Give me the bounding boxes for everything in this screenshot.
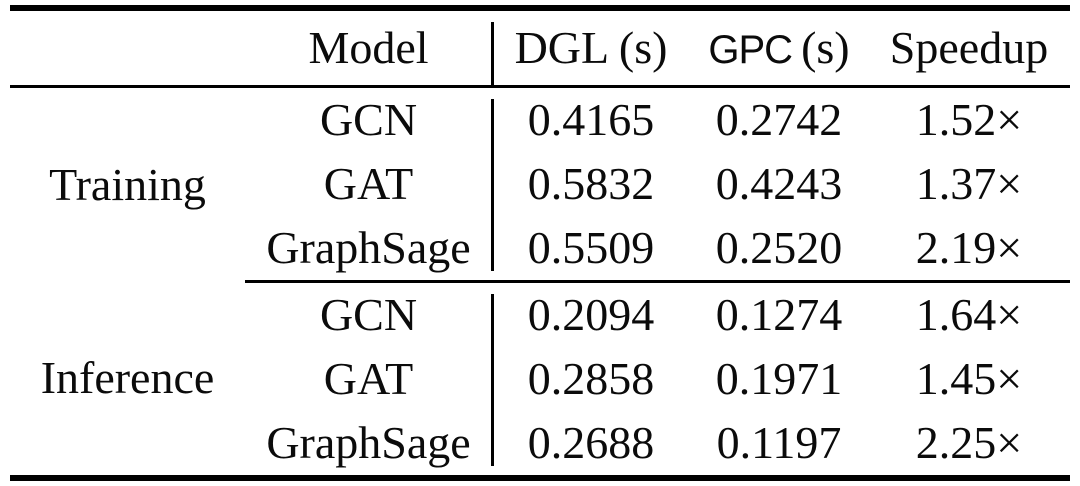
section-label-training: Training (49, 158, 206, 210)
cell-speedup: 2.25× (915, 417, 1023, 468)
cell-gpc-time: 0.1197 (716, 417, 842, 468)
cell-dgl-time: 0.4165 (491, 87, 690, 153)
table-row: GAT 0.5832 0.4243 1.37× (10, 152, 1070, 216)
table-row: GAT 0.2858 0.1971 1.45× (10, 347, 1070, 411)
cell-model: GCN (319, 289, 418, 340)
table-row: Inference GCN 0.2094 0.1274 1.64× (10, 282, 1070, 401)
model-benchmark-table: Model DGL (s) GPC (s) Speedup Training GC… (10, 5, 1070, 481)
section-training: Training GCN 0.4165 0.2742 1.52× GAT 0.5… (10, 87, 1070, 283)
cell-dgl-time: 0.5832 (491, 152, 690, 216)
section-inference: Inference GCN 0.2094 0.1274 1.64× GAT 0.… (10, 282, 1070, 479)
header-model: Model (245, 8, 492, 88)
header-speedup: Speedup (868, 8, 1070, 88)
cell-dgl-time: 0.2688 (491, 411, 690, 478)
cell-speedup: 1.45× (915, 353, 1023, 404)
cell-model: GAT (323, 353, 414, 404)
table-row: GraphSage 0.5509 0.2520 2.19× (10, 216, 1070, 283)
cell-model: GAT (323, 158, 414, 209)
cell-speedup: 2.19× (868, 216, 1070, 283)
header-gpc-name: GPC (708, 28, 793, 72)
cell-gpc-time: 0.2742 (715, 94, 843, 145)
table-row: Training GCN 0.4165 0.2742 1.52× (10, 87, 1070, 208)
header-category-empty (10, 8, 245, 88)
cell-model: GraphSage (245, 216, 492, 283)
section-label-inference: Inference (40, 352, 215, 404)
cell-speedup: 1.64× (915, 289, 1023, 340)
header-gpc-unit: (s) (801, 22, 850, 73)
cell-dgl-time: 0.2094 (491, 282, 690, 348)
header-dgl: DGL (s) (491, 8, 690, 88)
cell-speedup: 1.37× (915, 158, 1023, 209)
table-row: GraphSage 0.2688 0.1197 2.25× (10, 411, 1070, 478)
cell-dgl-time: 0.2858 (491, 347, 690, 411)
cell-dgl-time: 0.5509 (491, 216, 690, 283)
cell-speedup: 1.52× (915, 94, 1023, 145)
cell-gpc-time: 0.1274 (715, 289, 843, 340)
header-gpc: GPC (s) (690, 8, 868, 88)
cell-model: GCN (319, 94, 418, 145)
cell-gpc-time: 0.2520 (690, 216, 868, 283)
cell-gpc-time: 0.4243 (715, 158, 843, 209)
cell-gpc-time: 0.1971 (715, 353, 843, 404)
cell-model: GraphSage (266, 417, 471, 468)
header-row: Model DGL (s) GPC (s) Speedup (10, 8, 1070, 88)
